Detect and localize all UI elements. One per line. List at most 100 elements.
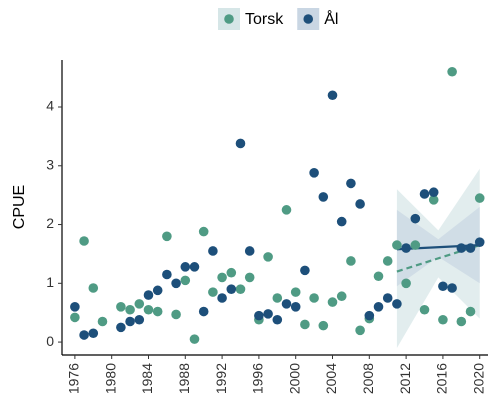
y-tick-label: 1: [46, 274, 54, 290]
point: [474, 237, 485, 247]
point: [438, 314, 448, 325]
point: [401, 278, 411, 289]
point: [419, 189, 430, 199]
point: [152, 306, 163, 317]
point: [336, 291, 347, 302]
x-tick-label: 2016: [434, 363, 450, 394]
point: [254, 310, 264, 321]
point: [272, 293, 283, 303]
point: [447, 66, 457, 77]
point: [272, 314, 283, 325]
point: [208, 246, 218, 256]
point: [355, 325, 365, 336]
point: [180, 275, 191, 286]
point: [70, 312, 80, 323]
point: [364, 310, 375, 321]
point: [327, 90, 338, 101]
point: [290, 302, 301, 312]
point: [392, 240, 402, 250]
point: [97, 316, 108, 327]
point: [309, 293, 319, 303]
point: [235, 284, 246, 294]
point: [244, 272, 255, 283]
point: [70, 302, 80, 312]
point: [235, 138, 246, 149]
point: [162, 269, 172, 280]
point: [226, 267, 237, 278]
point: [428, 195, 439, 205]
point: [382, 293, 393, 303]
y-tick-label: 3: [46, 156, 54, 172]
point: [263, 309, 273, 319]
point: [79, 330, 89, 340]
point: [465, 243, 476, 253]
x-tick-label: 1988: [176, 363, 192, 394]
point: [125, 316, 135, 327]
point: [208, 287, 218, 297]
point: [125, 304, 135, 315]
x-tick-label: 1976: [66, 363, 82, 394]
y-tick-label: 2: [46, 215, 54, 231]
point: [281, 299, 292, 309]
point: [198, 306, 209, 317]
point: [281, 205, 292, 215]
point: [180, 262, 191, 272]
point: [162, 231, 172, 242]
point: [410, 240, 421, 250]
point: [143, 304, 154, 315]
y-tick-label: 0: [46, 333, 54, 349]
y-axis-label: CPUE: [11, 185, 28, 229]
point: [226, 284, 237, 294]
point: [134, 314, 145, 325]
point: [263, 252, 273, 262]
x-tick-label: 2012: [397, 363, 413, 394]
point: [152, 285, 163, 296]
legend-label: Torsk: [245, 11, 284, 28]
point: [309, 168, 319, 178]
point: [474, 193, 485, 203]
x-tick-label: 1984: [139, 363, 155, 394]
point: [116, 322, 126, 333]
point: [217, 272, 227, 283]
point: [456, 243, 467, 253]
point: [198, 226, 209, 237]
legend-label: Ål: [324, 9, 338, 28]
point: [88, 328, 99, 339]
point: [336, 216, 347, 227]
point: [438, 281, 448, 292]
legend-marker: [224, 14, 234, 24]
point: [318, 192, 329, 202]
point: [189, 262, 200, 272]
y-tick-label: 4: [46, 98, 54, 114]
x-tick-label: 1992: [213, 363, 229, 394]
point: [327, 297, 338, 307]
x-tick-label: 1996: [250, 363, 266, 394]
point: [143, 290, 154, 300]
point: [392, 299, 402, 309]
point: [456, 316, 467, 327]
point: [134, 299, 145, 309]
point: [447, 283, 457, 293]
point: [419, 304, 430, 315]
point: [171, 278, 181, 289]
x-tick-label: 2008: [360, 363, 376, 394]
point: [318, 320, 329, 331]
point: [465, 306, 476, 317]
point: [300, 319, 310, 330]
x-tick-label: 2004: [323, 363, 339, 394]
point: [373, 271, 384, 282]
legend-marker: [303, 14, 314, 24]
point: [116, 302, 126, 312]
point: [346, 256, 356, 266]
point: [355, 199, 365, 209]
point: [79, 236, 89, 246]
point: [244, 246, 255, 256]
x-tick-label: 2000: [286, 363, 302, 394]
point: [373, 302, 384, 312]
point: [171, 309, 181, 320]
point: [428, 187, 439, 198]
point: [300, 265, 310, 276]
point: [88, 283, 99, 293]
point: [290, 287, 301, 297]
